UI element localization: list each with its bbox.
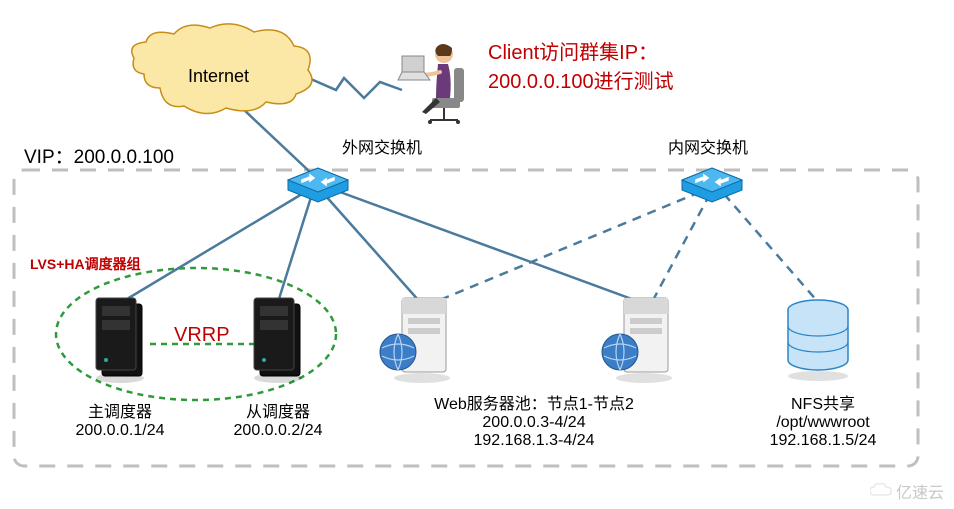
client-label: Client访问群集IP： 200.0.0.100进行测试 <box>488 36 674 94</box>
nfs-label: NFS共享 /opt/wwwroot 192.168.1.5/24 <box>748 390 898 450</box>
web-server-1-icon <box>380 298 450 383</box>
nfs-storage-icon <box>788 300 848 381</box>
web-server-2-icon <box>602 298 672 383</box>
internal-switch-icon <box>682 168 742 202</box>
secondary-scheduler-label: 从调度器 200.0.0.2/24 <box>208 398 348 440</box>
secondary-scheduler-icon <box>254 298 302 383</box>
watermark: 亿速云 <box>870 479 944 503</box>
dashed-blue-edges <box>435 192 818 302</box>
client-user-icon <box>398 44 464 124</box>
vip-label: VIP：200.0.0.100 <box>24 142 174 169</box>
solid-edges <box>122 76 640 302</box>
external-switch-label: 外网交换机 <box>342 134 422 158</box>
vrrp-label: VRRP <box>174 324 230 347</box>
primary-scheduler-label: 主调度器 200.0.0.1/24 <box>50 398 190 440</box>
internal-switch-label: 内网交换机 <box>668 134 748 158</box>
lvs-ha-group-label: LVS+HA调度器组 <box>30 254 141 274</box>
internet-label: Internet <box>188 66 249 87</box>
primary-scheduler-icon <box>96 298 144 383</box>
external-switch-icon <box>288 168 348 202</box>
web-pool-label: Web服务器池：节点1-节点2 200.0.0.3-4/24 192.168.1… <box>404 390 664 450</box>
